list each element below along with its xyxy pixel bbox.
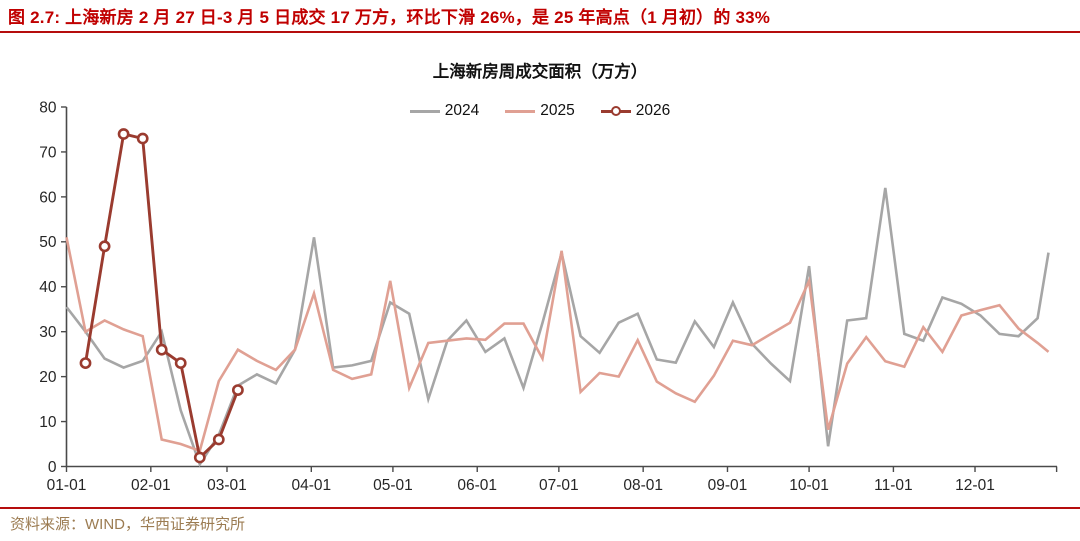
bottom-divider-rule (0, 507, 1080, 509)
y-tick-label: 30 (39, 324, 57, 341)
series-2026-marker (136, 132, 149, 145)
y-tick-label: 80 (39, 99, 57, 116)
x-tick-label: 04-01 (291, 477, 331, 494)
legend-label-2026: 2026 (635, 102, 671, 119)
series-2026-marker (231, 384, 244, 396)
y-tick-label: 10 (39, 414, 57, 431)
series-2026-marker (98, 240, 111, 253)
legend-swatch-2025 (505, 109, 536, 113)
series-2026-line (84, 132, 240, 461)
legend-label-2024: 2024 (444, 102, 480, 119)
y-tick-label: 40 (39, 279, 57, 296)
chart-legend: 2024 2025 2026 (0, 102, 1080, 120)
series-2025-line (65, 237, 1050, 453)
series-2026-marker (174, 357, 187, 369)
x-tick-label: 10-01 (789, 477, 829, 494)
y-tick-label: 0 (48, 459, 57, 476)
legend-label-2025: 2025 (540, 102, 575, 119)
series-2026-marker (212, 433, 225, 446)
x-tick-label: 01-01 (47, 477, 87, 494)
legend-swatch-2024 (409, 109, 440, 113)
x-tick-label: 03-01 (207, 477, 247, 494)
x-tick-label: 12-01 (955, 477, 995, 494)
legend-item-2024: 2024 (409, 102, 480, 120)
chart-title: 上海新房周成交面积（万方） (432, 63, 648, 81)
legend-item-2025: 2025 (505, 102, 575, 120)
figure-title: 图 2.7: 上海新房 2 月 27 日-3 月 5 日成交 17 万方，环比下… (8, 8, 771, 27)
y-tick-label: 70 (39, 144, 57, 161)
y-tick-label: 20 (39, 369, 57, 386)
series-2026-marker (79, 357, 92, 369)
y-tick-label: 50 (39, 234, 57, 251)
x-tick-label: 08-01 (623, 477, 663, 494)
x-tick-label: 09-01 (708, 477, 748, 494)
legend-item-2026: 2026 (600, 102, 671, 120)
x-tick-label: 07-01 (539, 477, 579, 494)
series-2024-line (65, 187, 1050, 468)
series-2026-marker (193, 451, 206, 464)
x-tick-label: 06-01 (457, 477, 497, 494)
series-2026-marker (117, 128, 130, 140)
legend-marker-dot (610, 106, 621, 116)
legend-swatch-2026 (600, 106, 631, 116)
x-tick-label: 02-01 (131, 477, 171, 494)
x-tick-label: 05-01 (373, 477, 413, 494)
title-divider-rule (0, 31, 1080, 33)
series-2026-marker (155, 343, 168, 356)
source-note: 资料来源：WIND，华西证券研究所 (10, 516, 245, 533)
y-tick-label: 60 (39, 189, 57, 206)
x-tick-label: 11-01 (874, 477, 913, 494)
